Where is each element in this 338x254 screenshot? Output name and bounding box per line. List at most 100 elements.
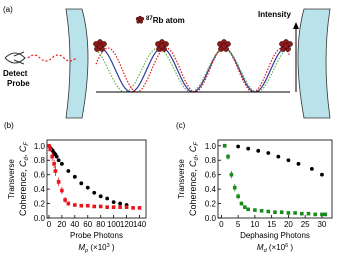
- x-tick-label: 0: [219, 220, 224, 229]
- x-label: Mp (×103 ): [78, 243, 114, 254]
- point: [226, 154, 230, 159]
- wave: [95, 47, 291, 93]
- point: [105, 196, 110, 201]
- point: [98, 204, 103, 209]
- point: [279, 210, 284, 215]
- y-label: Transverse: [177, 159, 186, 199]
- point: [72, 174, 77, 179]
- point: [54, 154, 59, 159]
- point: [53, 169, 58, 173]
- y-tick-label: 0.4: [34, 185, 46, 194]
- panel-label: (b): [4, 121, 14, 130]
- x-label-part: (×10: [267, 243, 286, 252]
- x-tick-label: 120: [120, 220, 134, 229]
- point: [56, 158, 61, 163]
- atom: [283, 43, 289, 49]
- panel-label: (a): [3, 5, 13, 14]
- point: [85, 185, 90, 190]
- point: [118, 205, 122, 209]
- x-tick-label: 10: [250, 220, 259, 229]
- x-tick-label: 60: [83, 220, 92, 229]
- point: [239, 201, 244, 206]
- y-tick-label: 0.8: [34, 156, 46, 165]
- point: [92, 204, 97, 209]
- point: [98, 194, 103, 199]
- probe-label: Probe: [7, 79, 30, 88]
- point: [79, 203, 84, 208]
- point: [137, 206, 142, 210]
- point: [66, 169, 71, 173]
- y-label-part: Coherence,: [18, 167, 28, 216]
- y-tick-label: 1.0: [205, 142, 217, 151]
- point: [56, 180, 61, 184]
- point: [320, 212, 324, 217]
- x-label: Dephasing Photons: [240, 231, 310, 240]
- y-label: Transverse: [7, 159, 16, 199]
- y-tick-label: 0.0: [205, 214, 217, 223]
- point: [59, 161, 64, 166]
- point: [236, 144, 241, 149]
- atom-text: Rb atom: [153, 16, 185, 25]
- point: [246, 146, 251, 151]
- point: [276, 154, 281, 159]
- plot-frame: [217, 139, 333, 219]
- y-tick-label: 0.6: [205, 171, 217, 180]
- point: [243, 205, 247, 209]
- x-tick-label: 100: [107, 220, 121, 229]
- point: [60, 188, 64, 193]
- point: [124, 205, 129, 209]
- point: [79, 181, 84, 186]
- y-label-part: ,: [188, 152, 198, 157]
- x-label-part: 6: [285, 243, 288, 249]
- point: [320, 172, 324, 177]
- atom-label: 87Rb atom: [146, 16, 185, 25]
- point: [229, 172, 234, 177]
- point: [266, 151, 271, 155]
- point: [259, 208, 264, 213]
- standing-waves: [95, 47, 291, 93]
- y-tick-label: 1.0: [34, 142, 46, 151]
- point: [256, 148, 261, 153]
- x-label-part: ): [110, 243, 115, 252]
- x-tick-label: 5: [236, 220, 241, 229]
- point: [236, 194, 240, 199]
- y-tick-label: 0.2: [34, 200, 46, 209]
- x-tick-label: 140: [133, 220, 147, 229]
- y-label-part: C: [18, 145, 28, 152]
- point: [300, 211, 304, 216]
- point: [66, 201, 71, 206]
- point: [111, 200, 116, 205]
- point: [105, 205, 109, 209]
- y-tick-label: 0.4: [205, 185, 217, 194]
- point: [73, 203, 77, 207]
- panel-label: (c): [176, 121, 186, 130]
- y-label-part: Coherence,: [188, 167, 198, 216]
- atom: [159, 43, 165, 49]
- point: [253, 208, 257, 212]
- x-tick-label: 25: [301, 220, 310, 229]
- x-tick-label: 20: [57, 220, 66, 229]
- charts: (b)0.00.20.40.60.81.00 20 40 60 80 100 120 140T…: [4, 121, 333, 254]
- point: [50, 154, 54, 159]
- point: [48, 147, 53, 152]
- atom: [97, 43, 103, 49]
- isotope: 87: [146, 16, 153, 22]
- x-tick-label: 40: [70, 220, 79, 229]
- point: [111, 205, 116, 209]
- y-tick-label: 0.2: [205, 200, 217, 209]
- point: [286, 158, 291, 163]
- point: [296, 161, 301, 166]
- panel-a: (a) Detect Probe Intensity 87Rb atom: [3, 5, 331, 119]
- x-label-part: M: [78, 243, 85, 252]
- y-label-part: C: [18, 160, 28, 167]
- atom: [138, 18, 142, 22]
- point: [85, 203, 90, 208]
- y-label-part: ,: [18, 152, 28, 157]
- point: [47, 143, 51, 148]
- y-label-part: d: [194, 157, 200, 161]
- x-label: Probe Photons: [70, 231, 123, 240]
- atoms: [93, 15, 293, 52]
- x-tick-label: 0: [47, 220, 52, 229]
- x-label-part: d: [264, 248, 268, 254]
